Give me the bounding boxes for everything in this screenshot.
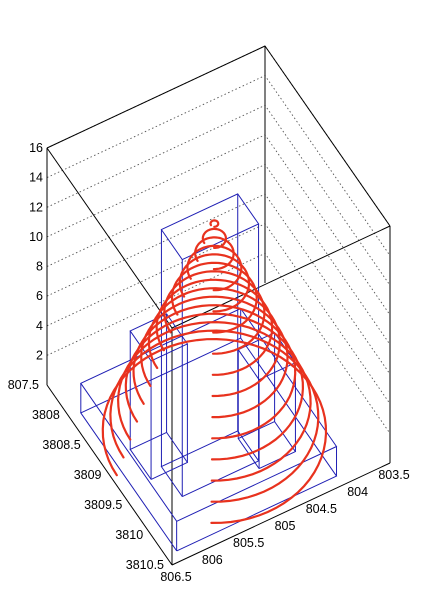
contour-level-8 <box>155 278 274 376</box>
frame-layer <box>46 45 391 566</box>
x-tick-label: 804.5 <box>306 502 337 516</box>
z-tick-label: 8 <box>36 260 43 274</box>
contour-level-14 <box>201 227 227 249</box>
z-tick-label: 14 <box>29 171 43 185</box>
z-gridline-2 <box>46 193 391 375</box>
y-tick-label: 3808.5 <box>42 438 80 452</box>
contour-level-6 <box>140 295 289 419</box>
contour-level-5 <box>132 304 297 440</box>
frame-edge-4 <box>171 225 391 329</box>
z-gridline-7 <box>46 45 391 227</box>
contour-level-9 <box>163 270 266 355</box>
z-tick-label: 6 <box>36 289 43 303</box>
z-tick-label: 16 <box>29 141 43 155</box>
z-tick-label: 10 <box>29 230 43 244</box>
z-tick-label: 2 <box>36 348 43 362</box>
x-tick-label: 806 <box>202 553 223 567</box>
y-tick-label: 3810.5 <box>126 558 164 572</box>
x-tick-label: 803.5 <box>378 468 409 482</box>
x-tick-label: 805.5 <box>233 536 264 550</box>
z-tick-label: 12 <box>29 200 43 214</box>
contour-level-13 <box>193 236 235 271</box>
z-gridline-5 <box>46 104 391 286</box>
contour-level-15 <box>209 219 220 228</box>
x-tick-label: 806.5 <box>160 570 191 584</box>
z-tick-label: 4 <box>36 319 43 333</box>
bar-right <box>237 332 297 470</box>
y-tick-label: 3808 <box>32 408 60 422</box>
frame-edge-8 <box>171 462 391 566</box>
x-tick-label: 805 <box>275 519 296 533</box>
contour-level-3 <box>116 320 312 482</box>
bar-front <box>80 307 338 552</box>
y-tick-label: 3809 <box>74 468 102 482</box>
y-tick-label: 3809.5 <box>84 498 122 512</box>
contour-level-12 <box>186 244 243 292</box>
frame-edge-5 <box>46 147 173 329</box>
contour-level-4 <box>124 312 305 461</box>
tick-label-layer: 2 4 6 8 10 12 14 16 807.5 3808 3808.5 3809 3809.5 381… <box>8 141 410 584</box>
frame-edge-6 <box>46 45 266 149</box>
contour-level-7 <box>147 287 281 398</box>
frame-edge-7 <box>264 45 391 227</box>
y-tick-label: 3810 <box>115 528 143 542</box>
contour-level-1 <box>101 337 328 525</box>
y-tick-label: 807.5 <box>8 378 39 392</box>
contour-layer <box>101 219 328 525</box>
x-tick-label: 804 <box>347 485 368 499</box>
contour-level-10 <box>170 261 258 334</box>
frame-edge-9 <box>46 384 173 566</box>
